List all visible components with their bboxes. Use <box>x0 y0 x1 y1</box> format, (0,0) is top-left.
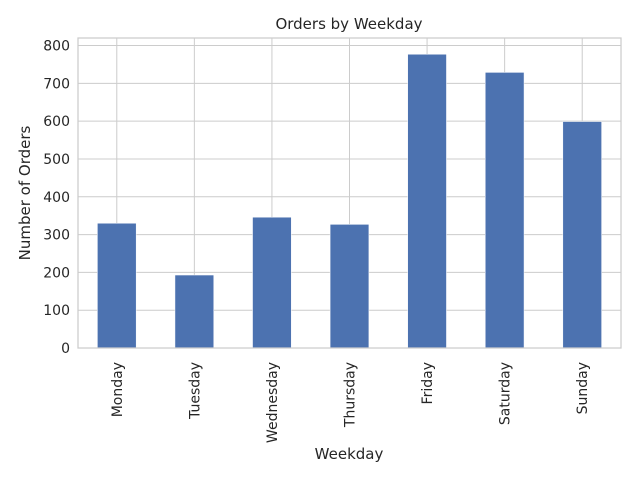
bar-tuesday <box>174 274 214 349</box>
y-tick-labels: 0 100 200 300 400 500 600 700 800 <box>43 39 70 357</box>
bar-sunday <box>562 121 602 349</box>
x-tick-labels: Monday Tuesday Wednesday Thursday Friday Satu… <box>110 362 591 443</box>
x-tick-label: Sunday <box>575 362 591 414</box>
bar-thursday <box>329 224 370 349</box>
y-tick-label: 200 <box>43 265 70 281</box>
bar-saturday <box>485 72 525 349</box>
y-axis-title: Number of Orders <box>16 125 34 260</box>
y-tick-label: 0 <box>61 341 70 357</box>
x-tick-label: Tuesday <box>187 362 203 420</box>
x-axis-title: Weekday <box>315 445 384 463</box>
plot-frame <box>77 37 622 349</box>
y-tick-label: 300 <box>43 228 70 244</box>
x-tick-label: Saturday <box>498 362 514 425</box>
bar-monday <box>97 222 137 349</box>
y-tick-label: 100 <box>43 303 70 319</box>
bars <box>97 54 602 349</box>
bar-wednesday <box>252 216 292 349</box>
chart-title: Orders by Weekday <box>275 15 422 33</box>
y-tick-label: 400 <box>43 190 70 206</box>
y-tick-label: 500 <box>43 152 70 168</box>
x-tick-label: Monday <box>110 362 126 417</box>
y-tick-label: 600 <box>43 114 70 130</box>
x-tick-label: Thursday <box>343 362 359 428</box>
x-tick-label: Friday <box>420 362 436 404</box>
y-tick-label: 700 <box>43 76 70 92</box>
y-tick-label: 800 <box>43 39 70 55</box>
bar-friday <box>407 54 447 349</box>
x-tick-label: Wednesday <box>265 362 281 443</box>
